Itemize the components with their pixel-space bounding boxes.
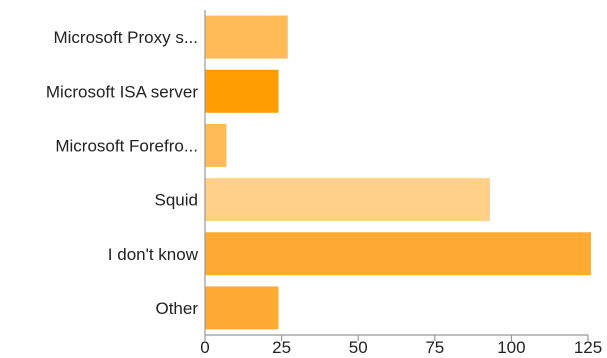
x-tick-labels: 0 25 50 75 100 125 bbox=[200, 338, 602, 357]
category-label: I don't know bbox=[108, 245, 199, 264]
category-labels: Microsoft Proxy s... Microsoft ISA server… bbox=[46, 28, 199, 318]
axes-group bbox=[204, 10, 589, 341]
bar bbox=[205, 69, 279, 113]
bar bbox=[205, 232, 592, 276]
x-tick-label: 125 bbox=[574, 338, 602, 357]
category-label: Microsoft Proxy s... bbox=[53, 28, 198, 47]
x-tick-label: 25 bbox=[272, 338, 291, 357]
x-tick-label: 100 bbox=[497, 338, 525, 357]
bar bbox=[205, 286, 279, 330]
bars-group bbox=[205, 15, 592, 330]
bar bbox=[205, 123, 227, 167]
category-label: Squid bbox=[155, 191, 198, 210]
category-label: Microsoft Forefro... bbox=[55, 136, 198, 155]
category-label: Microsoft ISA server bbox=[46, 82, 198, 101]
x-tick-label: 50 bbox=[349, 338, 368, 357]
bar bbox=[205, 15, 288, 59]
category-label: Other bbox=[155, 299, 198, 318]
bar bbox=[205, 178, 490, 222]
x-tick-label: 75 bbox=[425, 338, 444, 357]
x-tick-label: 0 bbox=[200, 338, 209, 357]
